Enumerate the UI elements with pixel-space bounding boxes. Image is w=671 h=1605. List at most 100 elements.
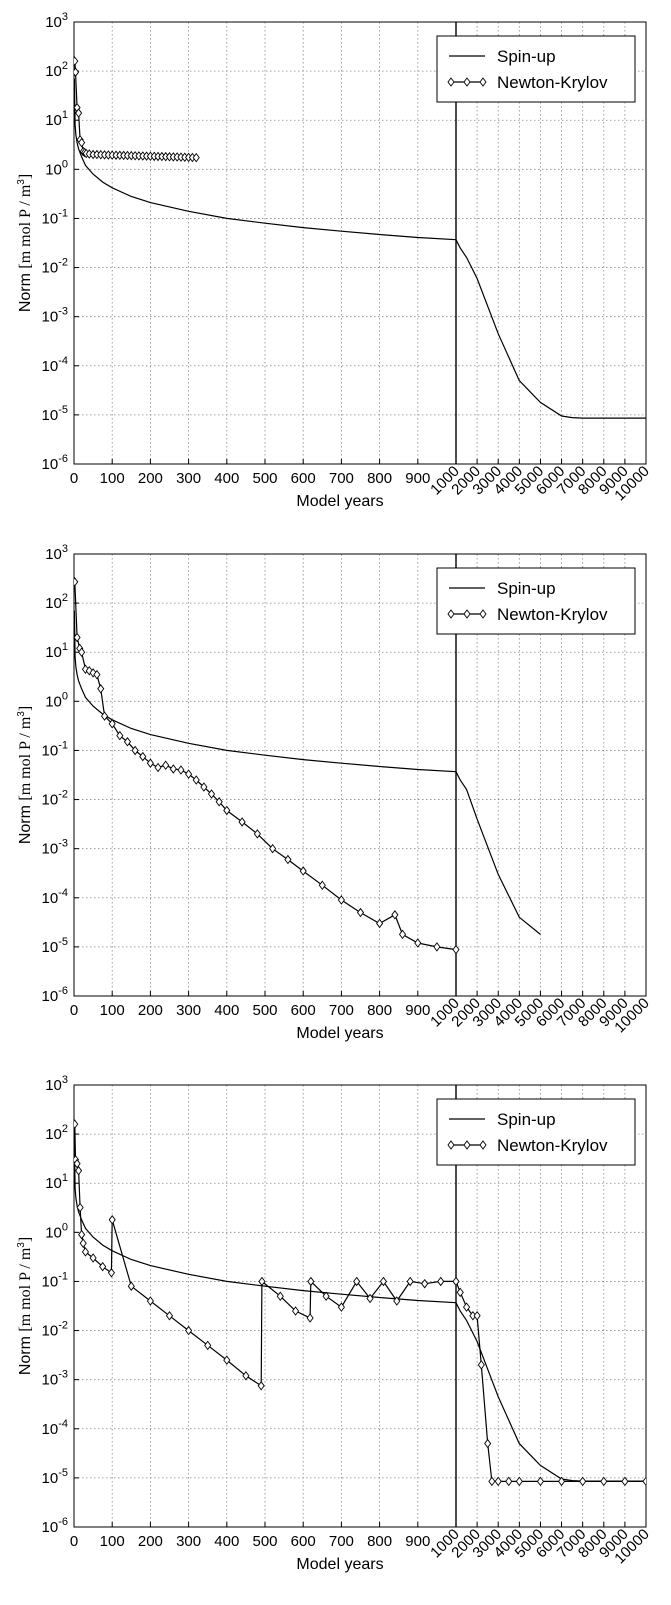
x-tick-label: 200 <box>138 1002 163 1019</box>
data-point-diamond <box>155 763 161 771</box>
y-tick-label: 10-3 <box>42 306 68 326</box>
data-point-diamond <box>453 1277 459 1285</box>
series-line <box>75 582 456 950</box>
data-point-diamond <box>516 1477 522 1485</box>
y-tick-label: 10-2 <box>42 789 68 809</box>
x-tick-label: 0 <box>70 1002 78 1019</box>
y-tick-label: 10-4 <box>42 355 68 375</box>
chart-panel-1: 10-610-510-410-310-210-11001011021030 100… <box>16 11 653 510</box>
data-point-diamond <box>377 919 383 927</box>
x-tick-label: 700 <box>329 1002 354 1019</box>
series-newton-krylov <box>72 1120 649 1485</box>
data-point-diamond <box>422 1280 428 1288</box>
y-tick-label: 10-2 <box>42 257 68 277</box>
data-point-diamond <box>338 896 344 904</box>
legend-entry-label: Spin-up <box>497 579 556 598</box>
series-spin-up <box>74 611 540 935</box>
data-point-diamond <box>319 881 325 889</box>
x-axis-label: Model years <box>296 493 383 510</box>
y-tick-label: 102 <box>45 1123 68 1143</box>
data-point-diamond <box>506 1477 512 1485</box>
data-point-diamond <box>72 578 78 586</box>
y-tick-label: 10-1 <box>42 739 68 759</box>
y-tick-label: 101 <box>45 1172 68 1192</box>
legend-entry-label: Newton-Krylov <box>497 73 608 92</box>
data-point-diamond <box>485 1440 491 1448</box>
y-tick-label: 101 <box>45 109 68 129</box>
data-point-diamond <box>90 1254 96 1262</box>
y-tick-label: 100 <box>45 1221 68 1241</box>
legend-entry-label: Spin-up <box>497 47 556 66</box>
x-tick-label: 900 <box>405 1002 430 1019</box>
x-tick-label: 600 <box>291 470 316 487</box>
x-tick-label: 200 <box>138 1533 163 1550</box>
y-tick-label: 102 <box>45 60 68 80</box>
data-point-diamond <box>201 783 207 791</box>
data-point-diamond <box>178 766 184 774</box>
x-tick-label: 100 <box>100 470 125 487</box>
data-point-diamond <box>80 1239 86 1247</box>
data-point-diamond <box>601 1477 607 1485</box>
x-tick-label: 400 <box>214 470 239 487</box>
data-point-diamond <box>559 1477 565 1485</box>
y-tick-label: 10-3 <box>42 1369 68 1389</box>
legend-entry-label: Newton-Krylov <box>497 1136 608 1155</box>
data-point-diamond <box>537 1477 543 1485</box>
x-tick-label: 300 <box>176 1533 201 1550</box>
x-tick-label: 900 <box>405 470 430 487</box>
data-point-diamond <box>140 753 146 761</box>
y-tick-label: 10-6 <box>42 453 68 473</box>
y-tick-label: 101 <box>45 641 68 661</box>
data-point-diamond <box>72 1120 78 1128</box>
x-tick-label: 600 <box>291 1002 316 1019</box>
legend: Spin-up Newton-Krylov <box>437 36 635 102</box>
x-axis-label: Model years <box>296 1556 383 1573</box>
data-point-diamond <box>258 1382 264 1390</box>
y-tick-label: 10-1 <box>42 1270 68 1290</box>
data-point-diamond <box>580 1477 586 1485</box>
data-point-diamond <box>73 68 79 76</box>
data-point-diamond <box>163 761 169 769</box>
x-tick-label: 500 <box>252 1002 277 1019</box>
data-point-diamond <box>224 1356 230 1364</box>
data-point-diamond <box>147 759 153 767</box>
y-tick-label: 103 <box>45 1074 68 1094</box>
series-line <box>75 1124 646 1481</box>
legend: Spin-up Newton-Krylov <box>437 1099 635 1165</box>
legend: Spin-up Newton-Krylov <box>437 568 635 634</box>
y-tick-label: 100 <box>45 690 68 710</box>
x-tick-label: 200 <box>138 470 163 487</box>
data-point-diamond <box>415 939 421 947</box>
x-tick-label: 400 <box>214 1533 239 1550</box>
x-tick-label: 700 <box>329 1533 354 1550</box>
data-point-diamond <box>109 1216 115 1224</box>
data-point-diamond <box>128 1282 134 1290</box>
data-point-diamond <box>193 154 199 162</box>
data-point-diamond <box>108 1269 114 1277</box>
x-tick-label: 800 <box>367 470 392 487</box>
data-point-diamond <box>79 1231 85 1239</box>
y-tick-label: 10-5 <box>42 404 68 424</box>
data-point-diamond <box>186 1327 192 1335</box>
x-tick-label: 700 <box>329 470 354 487</box>
data-point-diamond <box>239 818 245 826</box>
legend-entry-label: Spin-up <box>497 1110 556 1129</box>
legend-box <box>437 1099 635 1165</box>
x-tick-label: 500 <box>252 1533 277 1550</box>
y-tick-label: 10-4 <box>42 887 68 907</box>
data-point-diamond <box>622 1477 628 1485</box>
x-tick-label: 300 <box>176 1002 201 1019</box>
x-tick-label: 400 <box>214 1002 239 1019</box>
data-point-diamond <box>100 1263 106 1271</box>
series-line <box>74 1142 646 1481</box>
series-line <box>74 79 646 418</box>
x-tick-label: 100 <box>100 1002 125 1019</box>
x-tick-label: 0 <box>70 1533 78 1550</box>
y-tick-label: 10-2 <box>42 1320 68 1340</box>
data-point-diamond <box>457 1288 463 1296</box>
data-point-diamond <box>474 1312 480 1320</box>
legend-box <box>437 568 635 634</box>
data-point-diamond <box>489 1477 495 1485</box>
